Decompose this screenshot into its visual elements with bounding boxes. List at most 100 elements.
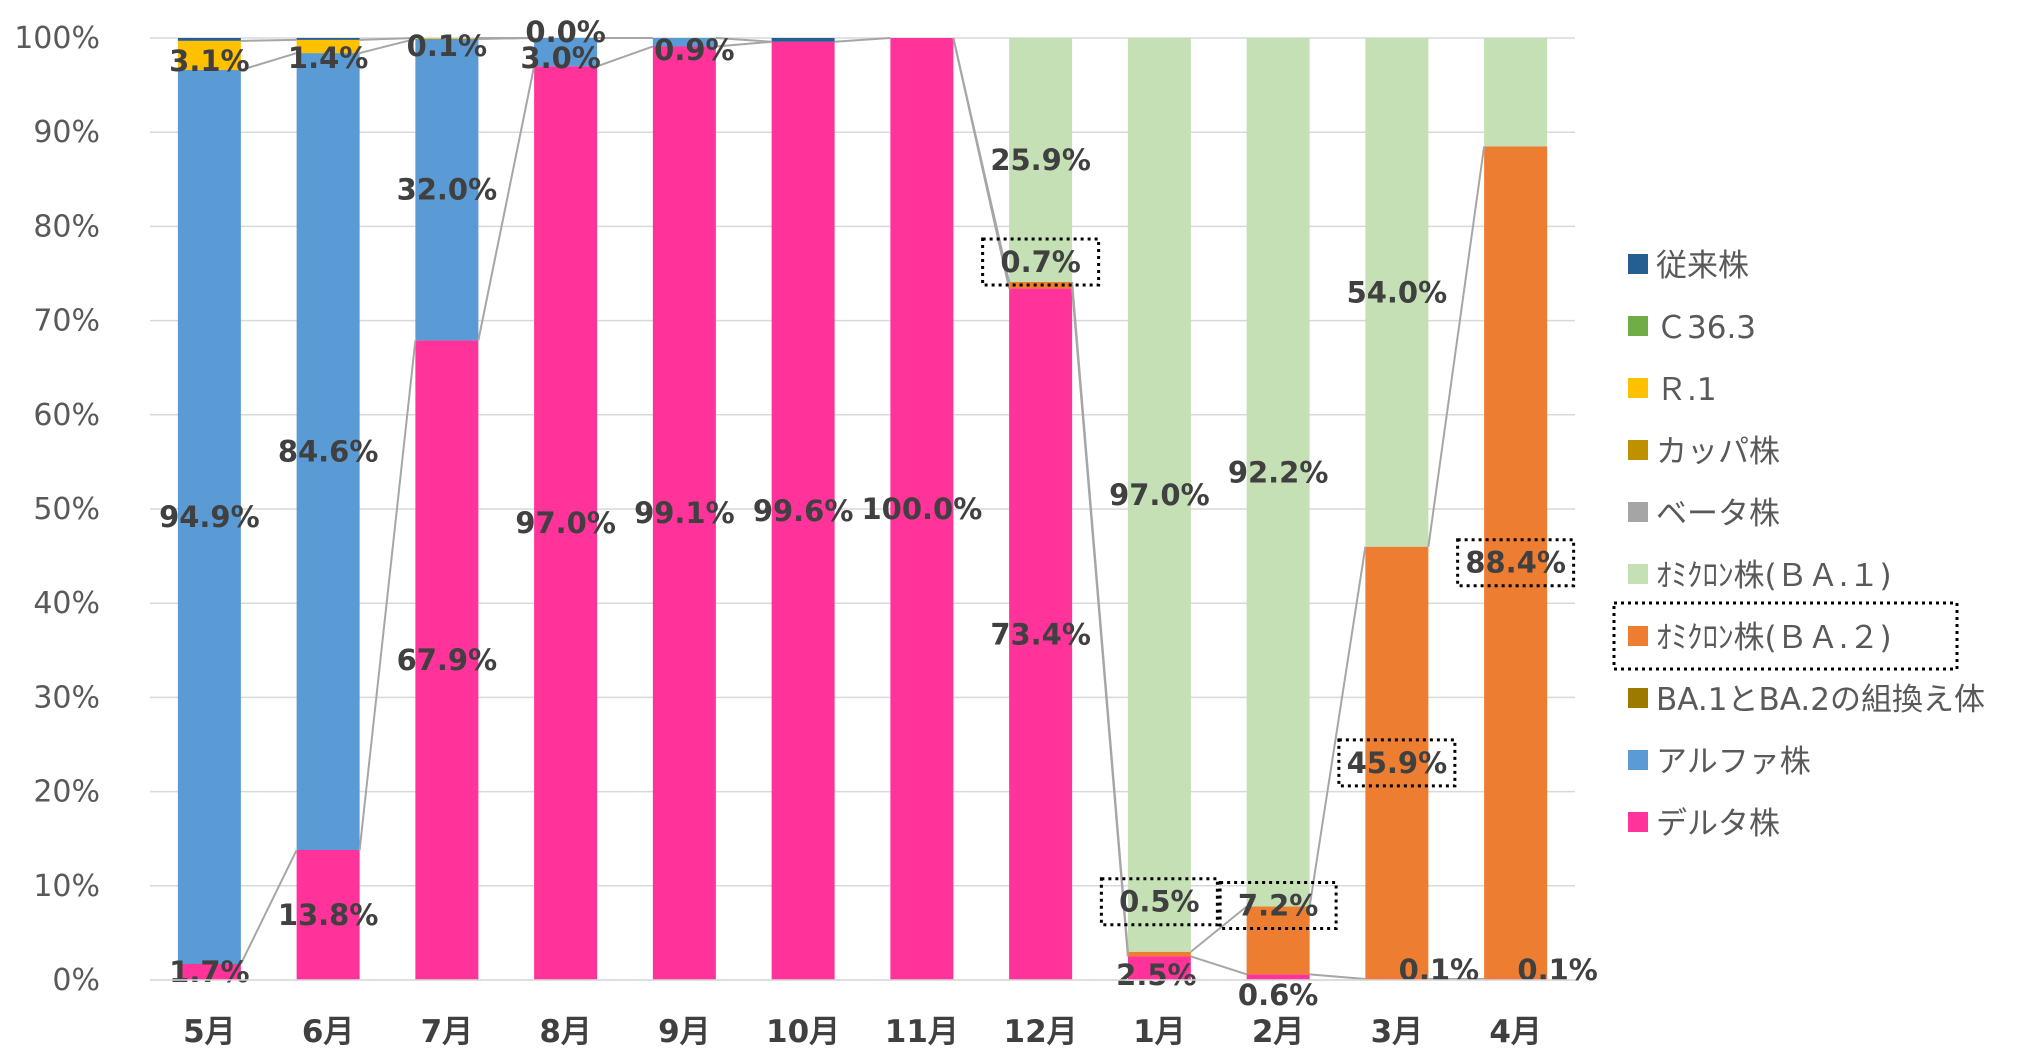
bar-segment-conventional xyxy=(296,38,360,40)
bar-segment-ba2 xyxy=(1365,546,1429,980)
legend-label-delta: デルタ株 xyxy=(1656,806,1780,842)
bar-segment-delta xyxy=(534,66,598,980)
y-tick-label: 60% xyxy=(33,398,100,433)
series-line-ba2 xyxy=(952,37,1011,283)
series-line-alpha xyxy=(240,52,297,71)
data-label: 0.9% xyxy=(654,33,734,67)
data-label: 0.1% xyxy=(1399,953,1479,987)
legend-label-alpha: アルファ株 xyxy=(1656,744,1811,780)
series-line-r1 xyxy=(359,37,416,41)
series-line-ba2 xyxy=(1071,281,1129,952)
data-label: 25.9% xyxy=(990,143,1091,177)
bar-segment-ba1 xyxy=(1365,38,1429,547)
series-line-alpha xyxy=(715,37,772,43)
x-tick-label: 7月 xyxy=(421,1014,474,1050)
legend-swatch-kappa xyxy=(1628,440,1648,460)
bar-segment-ba1 xyxy=(1009,38,1073,282)
data-label: 67.9% xyxy=(397,643,498,677)
x-tick-label: 4月 xyxy=(1489,1014,1542,1050)
bar-segment-delta xyxy=(1246,974,1310,980)
x-tick-label: 1月 xyxy=(1133,1014,1186,1050)
y-tick-label: 40% xyxy=(33,586,100,621)
data-labels: 94.9% 3.1% 1.7% 84.6% 1.4% 13.8% 32.0% 0.1% 67.9… xyxy=(159,0,1598,1012)
data-label: 94.9% xyxy=(159,500,260,534)
data-label: 97.0% xyxy=(1109,478,1210,512)
data-label: 0.1% xyxy=(1517,953,1597,987)
legend-swatch-r1 xyxy=(1628,378,1648,398)
legend-swatch-beta xyxy=(1628,502,1648,522)
highlight-box xyxy=(981,237,1101,287)
bar-segment-delta xyxy=(890,38,954,980)
bar-segment-ba1 xyxy=(1127,38,1191,952)
data-label: 0.7% xyxy=(1000,245,1080,279)
data-label: 99.6% xyxy=(753,494,854,528)
legend-label-beta: ベータ株 xyxy=(1656,496,1780,532)
x-tick-label: 3月 xyxy=(1371,1014,1424,1050)
bar-segment-conventional xyxy=(771,38,835,42)
bar-segment-ba2 xyxy=(1246,906,1310,975)
y-axis: 0% 10% 20% 30% 40% 50% 60% 70% 80% 90% 100% xyxy=(14,21,100,998)
bar-segment-alpha xyxy=(296,53,360,851)
bar-segment-delta xyxy=(415,340,479,981)
data-label: 1.7% xyxy=(169,955,249,989)
x-axis: 5月 6月 7月 8月 9月 10月 11月 12月 1月 2月 3月 4月 xyxy=(150,979,1575,1050)
legend-swatch-ba1 xyxy=(1628,564,1648,584)
bar-segment-r1 xyxy=(177,40,241,71)
data-label: 0.1% xyxy=(407,29,487,63)
bar-segment-r1 xyxy=(415,38,479,39)
y-tick-label: 20% xyxy=(33,775,100,810)
x-tick-label: 6月 xyxy=(302,1014,355,1050)
data-label: 73.4% xyxy=(990,617,1091,651)
series-line-delta xyxy=(1190,955,1247,976)
series-line-delta xyxy=(596,45,654,68)
series-line-delta xyxy=(477,66,536,341)
legend-swatch-conventional xyxy=(1628,254,1648,274)
data-label: 99.1% xyxy=(634,496,735,530)
y-tick-label: 30% xyxy=(33,680,100,715)
bar-segment-alpha xyxy=(177,70,241,964)
data-label: 84.6% xyxy=(278,435,379,469)
series-line-delta xyxy=(358,340,417,851)
data-label: 2.5% xyxy=(1116,958,1196,992)
series-line-ba2 xyxy=(1308,546,1367,907)
series-line-ba2 xyxy=(1190,905,1248,953)
legend-swatch-ba2 xyxy=(1628,626,1648,646)
y-tick-label: 0% xyxy=(52,963,100,998)
series-line-delta xyxy=(834,37,891,43)
x-tick-label: 8月 xyxy=(539,1014,592,1050)
bar-segment-delta xyxy=(652,46,716,980)
bar-segment-r1 xyxy=(296,39,360,54)
bar-segment-ba1 xyxy=(1484,38,1548,147)
highlight-box xyxy=(1456,538,1576,588)
series-line-delta xyxy=(715,40,772,48)
x-tick-label: 10月 xyxy=(766,1014,840,1050)
bar-segment-delta xyxy=(177,963,241,980)
legend-swatch-alpha xyxy=(1628,750,1648,770)
bar-segment-ba2 xyxy=(1127,951,1191,957)
data-label: 54.0% xyxy=(1347,275,1448,309)
bar-segment-delta xyxy=(296,850,360,980)
y-tick-label: 10% xyxy=(33,869,100,904)
legend-label-r1: Ｒ.1 xyxy=(1656,372,1717,408)
data-label: 92.2% xyxy=(1228,455,1329,489)
data-label: 32.0% xyxy=(397,173,498,207)
y-tick-label: 90% xyxy=(33,115,100,150)
x-tick-label: 5月 xyxy=(183,1014,236,1050)
bar-segment-ba1 xyxy=(1246,38,1310,907)
y-tick-label: 80% xyxy=(33,209,100,244)
data-label: 3.0% xyxy=(520,41,600,75)
x-tick-label: 12月 xyxy=(1004,1014,1078,1050)
bar-segment-alpha xyxy=(652,38,716,47)
bar-segment-delta xyxy=(771,41,835,980)
data-label: 3.1% xyxy=(169,44,249,78)
highlight-box xyxy=(1218,881,1338,931)
data-label: 7.2% xyxy=(1238,889,1318,923)
series-line-r1 xyxy=(240,38,297,42)
bar-segment-delta xyxy=(1127,956,1191,980)
data-label: 0.5% xyxy=(1119,885,1199,919)
legend-swatch-c363 xyxy=(1628,316,1648,336)
data-label: 0.6% xyxy=(1238,978,1318,1012)
bar-segment-conventional xyxy=(177,38,241,41)
